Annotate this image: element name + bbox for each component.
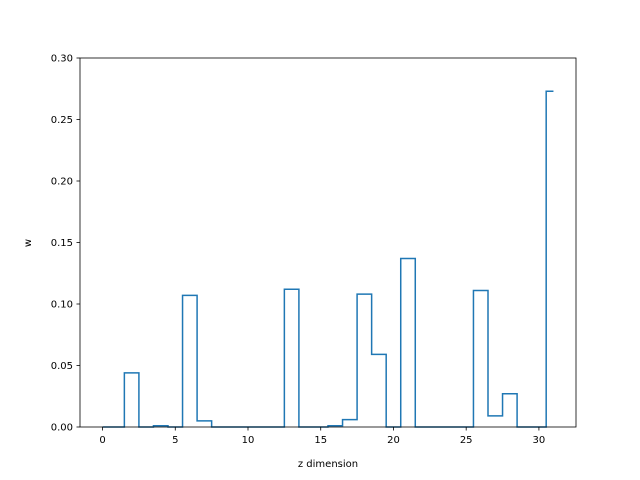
x-tick-label: 30: [533, 435, 546, 446]
y-tick-label: 0.00: [51, 423, 73, 434]
x-axis-label: z dimension: [298, 459, 358, 470]
x-tick-label: 25: [460, 435, 473, 446]
x-tick-label: 10: [242, 435, 255, 446]
y-axis-ticks: 0.00 0.05 0.10 0.15 0.20 0.25 0.30: [51, 54, 80, 434]
x-tick-label: 15: [314, 435, 327, 446]
y-axis-label: w: [23, 239, 34, 247]
y-tick-label: 0.25: [51, 115, 73, 126]
x-tick-label: 0: [99, 435, 105, 446]
x-tick-label: 5: [172, 435, 178, 446]
y-tick-label: 0.20: [51, 177, 73, 188]
y-tick-label: 0.05: [51, 361, 73, 372]
y-tick-label: 0.10: [51, 300, 73, 311]
y-tick-label: 0.30: [51, 54, 73, 65]
y-tick-label: 0.15: [51, 238, 73, 249]
x-tick-label: 20: [387, 435, 400, 446]
x-axis-ticks: 0 5 10 15 20 25 30: [99, 427, 545, 446]
